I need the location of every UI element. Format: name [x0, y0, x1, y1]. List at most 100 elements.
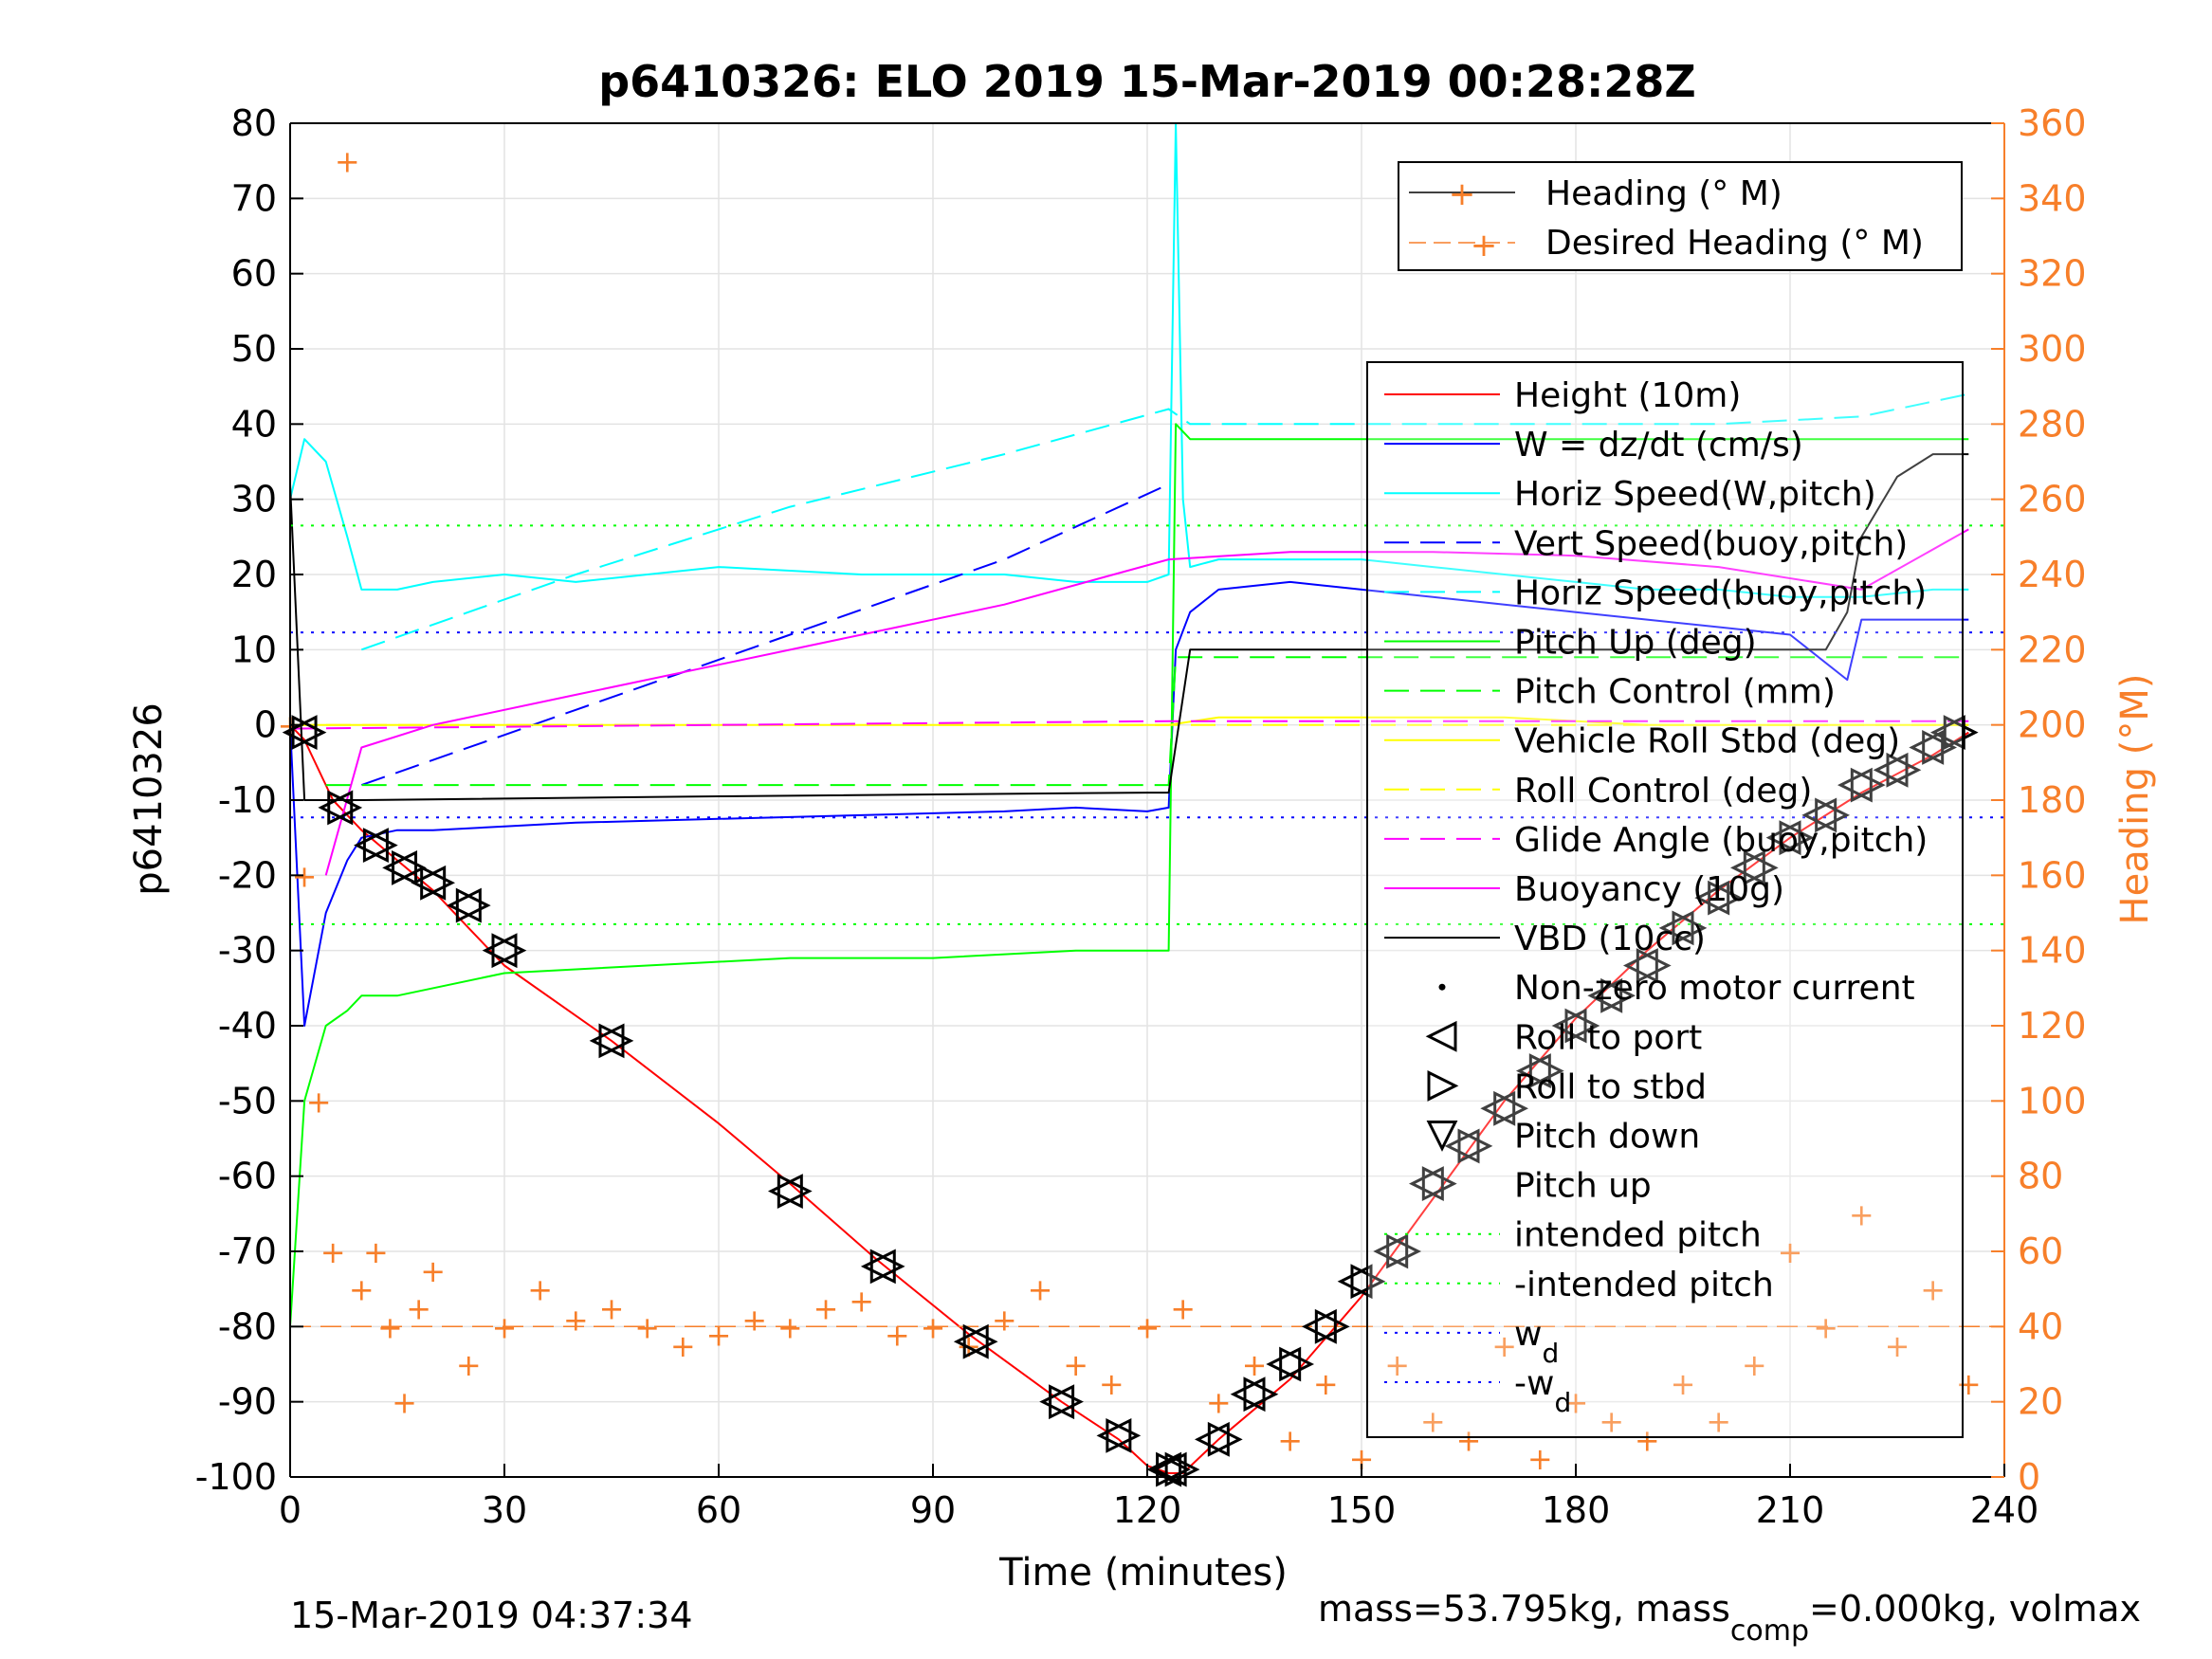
y-right-tick-label: 340 — [2018, 177, 2087, 219]
series-height-10m — [289, 724, 1969, 1474]
y-right-tick-label: 160 — [2018, 854, 2087, 896]
x-tick-label: 120 — [1113, 1489, 1182, 1531]
legend-entry: -intended pitch — [1384, 1266, 1774, 1304]
roll-stbd-marker — [1106, 1417, 1142, 1453]
heading-point: + — [741, 1302, 767, 1338]
heading-point: + — [1135, 1309, 1161, 1345]
roll-port-marker — [482, 933, 518, 969]
heading-point: + — [1206, 1385, 1232, 1421]
heading-point: + — [885, 1317, 910, 1353]
heading-point: + — [306, 1084, 332, 1120]
legend-swatch — [1426, 1121, 1458, 1152]
y-tick-label: -30 — [218, 930, 277, 972]
roll-port-marker — [1765, 820, 1801, 856]
x-axis-ticks: 0 30 60 90 120 150 180 210 240 — [279, 1464, 2038, 1531]
roll-stbd-marker — [1564, 1008, 1600, 1044]
y-tick-label: 60 — [231, 253, 277, 295]
heading-point: + — [1778, 1234, 1803, 1270]
legend-heading-marker: + — [1449, 175, 1476, 213]
y-tick-label: -40 — [218, 1005, 277, 1047]
y-axis-label: p6410326 — [127, 702, 171, 896]
heading-point: + — [1456, 1422, 1482, 1458]
roll-stbd-marker — [1943, 715, 1979, 751]
legend-entry: Roll to port — [1425, 1018, 1702, 1057]
roll-port-marker — [767, 1174, 803, 1209]
y-right-tick-label: 20 — [2018, 1381, 2063, 1423]
roll-stbd-marker — [1743, 849, 1779, 885]
roll-stbd-marker — [1457, 1128, 1493, 1164]
roll-port-marker — [382, 849, 418, 885]
roll-port-marker — [1658, 910, 1694, 946]
y-right-tick-label: 0 — [2018, 1456, 2040, 1498]
roll-port-marker — [1622, 948, 1658, 983]
roll-stbd-marker — [392, 849, 427, 885]
x-tick-label: 0 — [279, 1489, 302, 1531]
legend-entry: Pitch up — [1514, 1167, 1652, 1206]
y-tick-label: -20 — [218, 854, 277, 896]
heading-point: + — [777, 1309, 803, 1345]
legend-desired-heading-marker: + — [1471, 227, 1498, 264]
legend-label: intended pitch — [1514, 1216, 1762, 1255]
legend-heading: + Heading (° M) + Desired Heading (° M) — [1398, 161, 1963, 271]
legend-label: Pitch Control (mm) — [1514, 673, 1836, 712]
roll-port-marker — [1408, 1166, 1444, 1202]
heading-point: + — [1028, 1272, 1053, 1308]
x-tick-label: 210 — [1756, 1489, 1825, 1531]
heading-point: + — [377, 1309, 403, 1345]
x-tick-label: 90 — [910, 1489, 956, 1531]
roll-stbd-marker — [869, 1249, 905, 1285]
roll-stbd-marker — [1421, 1166, 1457, 1202]
roll-port-marker — [1729, 849, 1765, 885]
y-tick-label: -10 — [218, 779, 277, 821]
legend-label: Pitch Up (deg) — [1514, 624, 1757, 663]
legend-entry: VBD (10cc) — [1384, 920, 1706, 958]
y-right-tick-label: 100 — [2018, 1080, 2087, 1121]
roll-stbd-marker — [362, 828, 398, 864]
legend-label: Horiz Speed(buoy,pitch) — [1514, 574, 1927, 612]
y-tick-label: 30 — [231, 479, 277, 520]
y-right-tick-label: 140 — [2018, 930, 2087, 972]
y-right-tick-label: 300 — [2018, 328, 2087, 370]
legend-label: VBD (10cc) — [1514, 920, 1706, 958]
heading-point: + — [706, 1317, 732, 1353]
roll-port-marker — [1873, 752, 1909, 788]
x-axis-label: Time (minutes) — [998, 1551, 1288, 1595]
roll-stbd-marker — [777, 1174, 813, 1209]
heading-point: + — [1527, 1441, 1553, 1477]
roll-port-marker — [411, 865, 447, 901]
heading-point: + — [335, 144, 360, 180]
y-tick-label: -50 — [218, 1080, 277, 1121]
heading-point: + — [599, 1291, 625, 1327]
roll-stbd-marker — [1636, 948, 1672, 983]
legend-swatch — [1427, 1069, 1459, 1102]
roll-stbd-marker — [1493, 1090, 1529, 1126]
roll-port-marker — [1551, 1008, 1587, 1044]
footer-timestamp: 15-Mar-2019 04:37:34 — [290, 1595, 693, 1636]
legend-label: -intended pitch — [1514, 1266, 1774, 1304]
legend-entry: Pitch Control (mm) — [1384, 673, 1836, 712]
heading-point: + — [320, 1234, 346, 1270]
x-tick-label: 180 — [1542, 1489, 1611, 1531]
roll-port-marker — [1373, 1233, 1409, 1269]
roll-port-marker — [1444, 1128, 1480, 1164]
roll-port-marker — [446, 887, 482, 923]
heading-point: + — [1671, 1366, 1696, 1402]
legend-label: W = dz/dt (cm/s) — [1514, 426, 1803, 465]
y-tick-label: -70 — [218, 1231, 277, 1272]
roll-port-marker — [953, 1323, 989, 1359]
x-tick-label: 240 — [1970, 1489, 2039, 1531]
roll-port-marker — [1301, 1308, 1337, 1344]
roll-port-marker — [1837, 767, 1873, 803]
roll-stbd-marker — [420, 865, 456, 901]
legend-entry: Buoyancy (10g) — [1384, 870, 1784, 909]
roll-port-marker — [860, 1249, 896, 1285]
legend-desired-heading-label: Desired Heading (° M) — [1545, 224, 1924, 263]
roll-stbd-marker — [1279, 1346, 1315, 1382]
y-tick-label: 50 — [231, 328, 277, 370]
y-right-tick-label: 220 — [2018, 629, 2087, 670]
roll-stbd-marker — [1922, 730, 1958, 765]
legend-label: Height (10m) — [1514, 376, 1741, 415]
roll-stbd-marker — [455, 887, 491, 923]
legend-label: Horiz Speed(W,pitch) — [1514, 475, 1876, 514]
